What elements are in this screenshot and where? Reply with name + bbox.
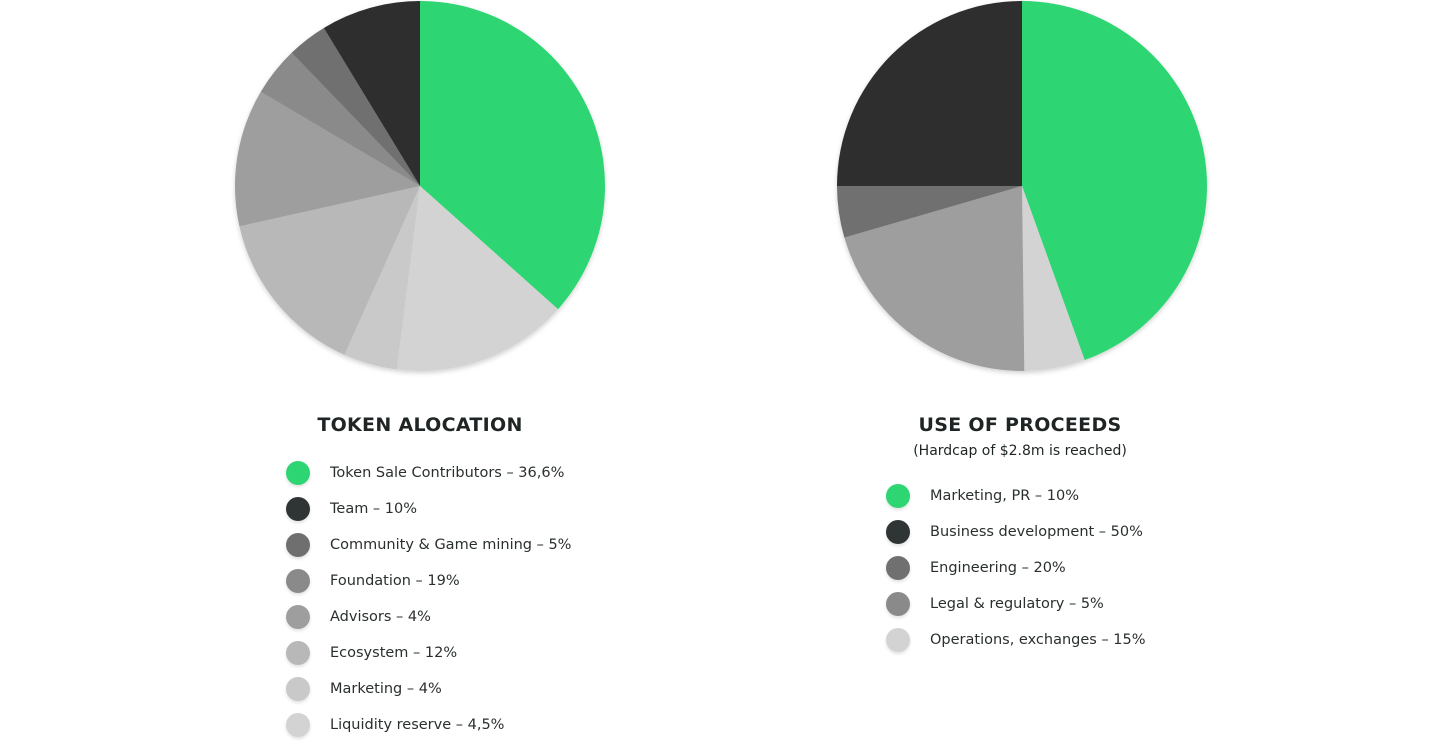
token-allocation-legend-swatch <box>286 569 310 593</box>
use-of-proceeds-slice-4 <box>837 186 1022 238</box>
token-allocation-legend-swatch <box>286 677 310 701</box>
use-of-proceeds-legend-item: Legal & regulatory – 5% <box>886 592 1146 616</box>
use-of-proceeds-legend-label: Marketing, PR – 10% <box>930 488 1080 504</box>
use-of-proceeds-legend-item: Business development – 50% <box>886 520 1146 544</box>
token-allocation-slice-8 <box>323 1 420 186</box>
token-allocation-pie <box>235 1 605 371</box>
token-allocation-legend-item: Liquidity reserve – 4,5% <box>286 713 571 737</box>
use-of-proceeds-slice-3 <box>844 186 1025 372</box>
use-of-proceeds-slice-1 <box>1022 1 1207 361</box>
use-of-proceeds-legend-item: Engineering – 20% <box>886 556 1146 580</box>
token-allocation-legend-label: Ecosystem – 12% <box>330 645 458 661</box>
token-allocation-legend-swatch <box>286 461 310 485</box>
use-of-proceeds-slice-2 <box>1022 186 1085 371</box>
use-of-proceeds-legend: Marketing, PR – 10% Business development … <box>886 484 1146 664</box>
token-allocation-legend-item: Token Sale Contributors – 36,6% <box>286 461 571 485</box>
token-allocation-legend-item: Advisors – 4% <box>286 605 571 629</box>
token-allocation-legend-item: Community & Game mining – 5% <box>286 533 571 557</box>
use-of-proceeds-legend-item: Marketing, PR – 10% <box>886 484 1146 508</box>
token-allocation-legend-item: Ecosystem – 12% <box>286 641 571 665</box>
token-allocation-legend-swatch <box>286 497 310 521</box>
use-of-proceeds-subtitle: (Hardcap of $2.8m is reached) <box>913 443 1127 459</box>
use-of-proceeds-legend-label: Business development – 50% <box>930 524 1143 540</box>
token-allocation-legend-label: Marketing – 4% <box>330 681 442 697</box>
token-allocation-slice-7 <box>291 27 420 187</box>
token-allocation-legend-label: Community & Game mining – 5% <box>330 537 572 553</box>
token-allocation-legend-swatch <box>286 605 310 629</box>
token-allocation-slice-4 <box>239 186 420 355</box>
token-allocation-legend-item: Foundation – 19% <box>286 569 571 593</box>
use-of-proceeds-legend-label: Legal & regulatory – 5% <box>930 596 1104 612</box>
token-allocation-legend-swatch <box>286 713 310 737</box>
token-allocation-slice-1 <box>420 1 605 310</box>
use-of-proceeds-legend-item: Operations, exchanges – 15% <box>886 628 1146 652</box>
use-of-proceeds-slice-5 <box>837 1 1022 186</box>
use-of-proceeds-legend-swatch <box>886 520 910 544</box>
token-allocation-legend-item: Team – 10% <box>286 497 571 521</box>
token-allocation-legend-label: Token Sale Contributors – 36,6% <box>330 465 565 481</box>
token-allocation-slice-2 <box>396 186 558 371</box>
use-of-proceeds-legend-swatch <box>886 484 910 508</box>
use-of-proceeds-legend-label: Operations, exchanges – 15% <box>930 632 1146 648</box>
token-allocation-slice-5 <box>235 91 420 227</box>
token-allocation-slice-6 <box>260 52 420 186</box>
token-allocation-legend-label: Liquidity reserve – 4,5% <box>330 717 505 733</box>
token-allocation-legend-label: Team – 10% <box>330 501 418 517</box>
token-allocation-legend-label: Foundation – 19% <box>330 573 460 589</box>
use-of-proceeds-legend-label: Engineering – 20% <box>930 560 1066 576</box>
token-allocation-chart: TOKEN ALOCATION Token Sale Contributors … <box>235 1 605 737</box>
token-allocation-title: TOKEN ALOCATION <box>317 414 523 436</box>
token-allocation-legend-label: Advisors – 4% <box>330 609 431 625</box>
token-allocation-legend-swatch <box>286 533 310 557</box>
use-of-proceeds-chart: USE OF PROCEEDS (Hardcap of $2.8m is rea… <box>720 0 1440 737</box>
token-allocation-slice-3 <box>344 186 420 370</box>
token-allocation-legend-swatch <box>286 641 310 665</box>
use-of-proceeds-legend-swatch <box>886 628 910 652</box>
use-of-proceeds-legend-swatch <box>886 556 910 580</box>
use-of-proceeds-title: USE OF PROCEEDS <box>918 414 1122 436</box>
token-allocation-legend-item: Marketing – 4% <box>286 677 571 701</box>
use-of-proceeds-pie <box>837 1 1207 372</box>
use-of-proceeds-legend-swatch <box>886 592 910 616</box>
token-allocation-legend: Token Sale Contributors – 36,6% Team – 10… <box>286 461 571 749</box>
